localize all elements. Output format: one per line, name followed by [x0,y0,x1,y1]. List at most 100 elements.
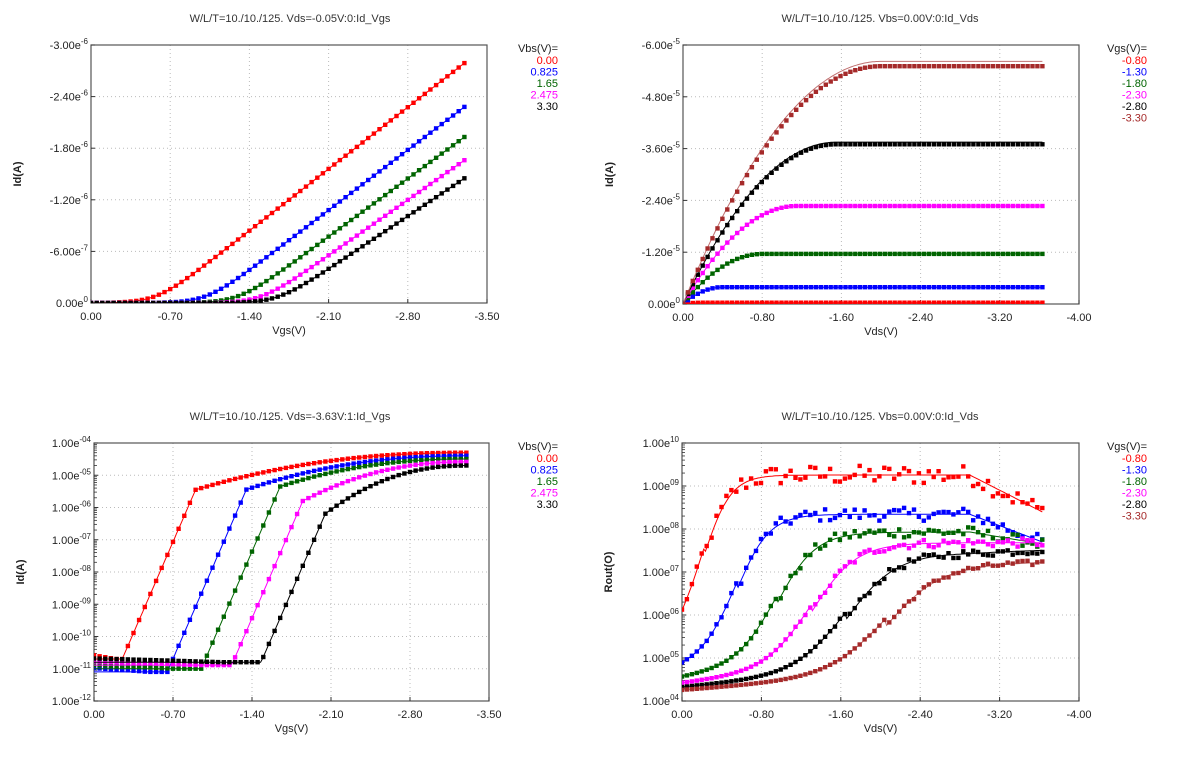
data-point [385,453,390,458]
data-point [813,144,819,150]
data-point [320,257,326,262]
data-point [858,203,863,209]
data-point [966,203,971,209]
data-point [1030,251,1035,257]
data-point [872,64,878,69]
data-point [907,285,912,290]
data-point [808,649,813,654]
data-point [980,533,986,538]
data-point [941,575,946,580]
data-point [798,102,804,107]
data-point [715,238,720,243]
data-point [975,481,981,487]
data-point [862,251,868,257]
x-tick-label: -0.70 [160,709,185,721]
data-point [134,300,139,303]
data-point [749,252,755,257]
data-point [783,519,788,524]
data-point [803,148,809,153]
data-point [956,300,961,304]
data-point [439,191,444,196]
data-point [283,537,289,543]
data-point [961,203,966,209]
data-point [345,466,351,472]
data-point [990,553,996,558]
data-point [704,676,709,682]
data-point [422,202,427,207]
data-point [936,543,941,548]
data-point [462,60,467,66]
data-point [720,300,725,304]
data-point [853,142,858,147]
data-point [176,666,181,671]
data-point [902,300,907,304]
data-point [976,300,981,304]
data-point [719,684,724,689]
data-point [694,670,699,676]
data-point [828,203,833,209]
y-axis-label: Id(A) [15,559,27,584]
data-point [1005,64,1011,69]
data-point [907,300,912,304]
data-point [838,73,843,79]
data-point [684,673,690,678]
model-line--2.80 [682,549,1043,688]
data-point [210,565,215,570]
data-point [340,463,345,468]
data-point [328,470,334,475]
data-point [734,670,739,675]
data-point [349,217,354,223]
data-point [843,251,848,257]
data-point [773,647,778,653]
data-point [818,639,823,644]
data-point [912,300,917,304]
chart-title: W/L/T=10./10./125. Vds=-0.05V:0:Id_Vgs [190,13,391,25]
data-point [794,153,799,158]
data-point [120,664,125,669]
data-point [131,657,136,662]
data-point [303,250,309,256]
data-point [753,548,759,554]
data-point [936,251,942,257]
data-point [269,289,275,294]
data-point [700,300,705,304]
legend-entry: -1.80 [1122,78,1147,90]
data-point [892,203,897,209]
data-point [373,481,379,486]
y-tick-label: 1.00e06 [643,607,680,622]
data-point [744,300,750,304]
data-point [176,658,181,664]
data-point [1030,203,1035,209]
data-point [371,221,377,226]
data-point [986,251,991,257]
data-point [832,660,838,665]
data-point [793,659,798,665]
data-point [272,563,277,569]
data-point [813,251,819,257]
data-point [201,263,207,268]
model-line-1.65 [91,136,465,303]
data-point [897,300,902,304]
data-point [1005,560,1010,565]
chart-tl: W/L/T=10./10./125. Vds=-0.05V:0:Id_Vgs0.… [12,13,558,337]
data-point [337,259,343,264]
data-point [377,232,382,238]
data-point [971,566,976,571]
data-point [168,300,173,303]
data-point [354,144,360,150]
data-point [779,205,784,210]
data-point [315,216,320,221]
data-point [153,665,159,670]
data-point [764,251,769,257]
data-point [464,450,469,455]
data-point [946,251,951,257]
series-group [91,60,467,303]
data-point [165,658,170,663]
data-point [1035,300,1040,304]
x-tick-label: -2.80 [397,709,422,721]
data-point [877,251,883,257]
series-group [683,60,1045,304]
x-axis-label: Vds(V) [864,326,898,338]
data-point [224,297,229,302]
data-point [744,172,750,178]
